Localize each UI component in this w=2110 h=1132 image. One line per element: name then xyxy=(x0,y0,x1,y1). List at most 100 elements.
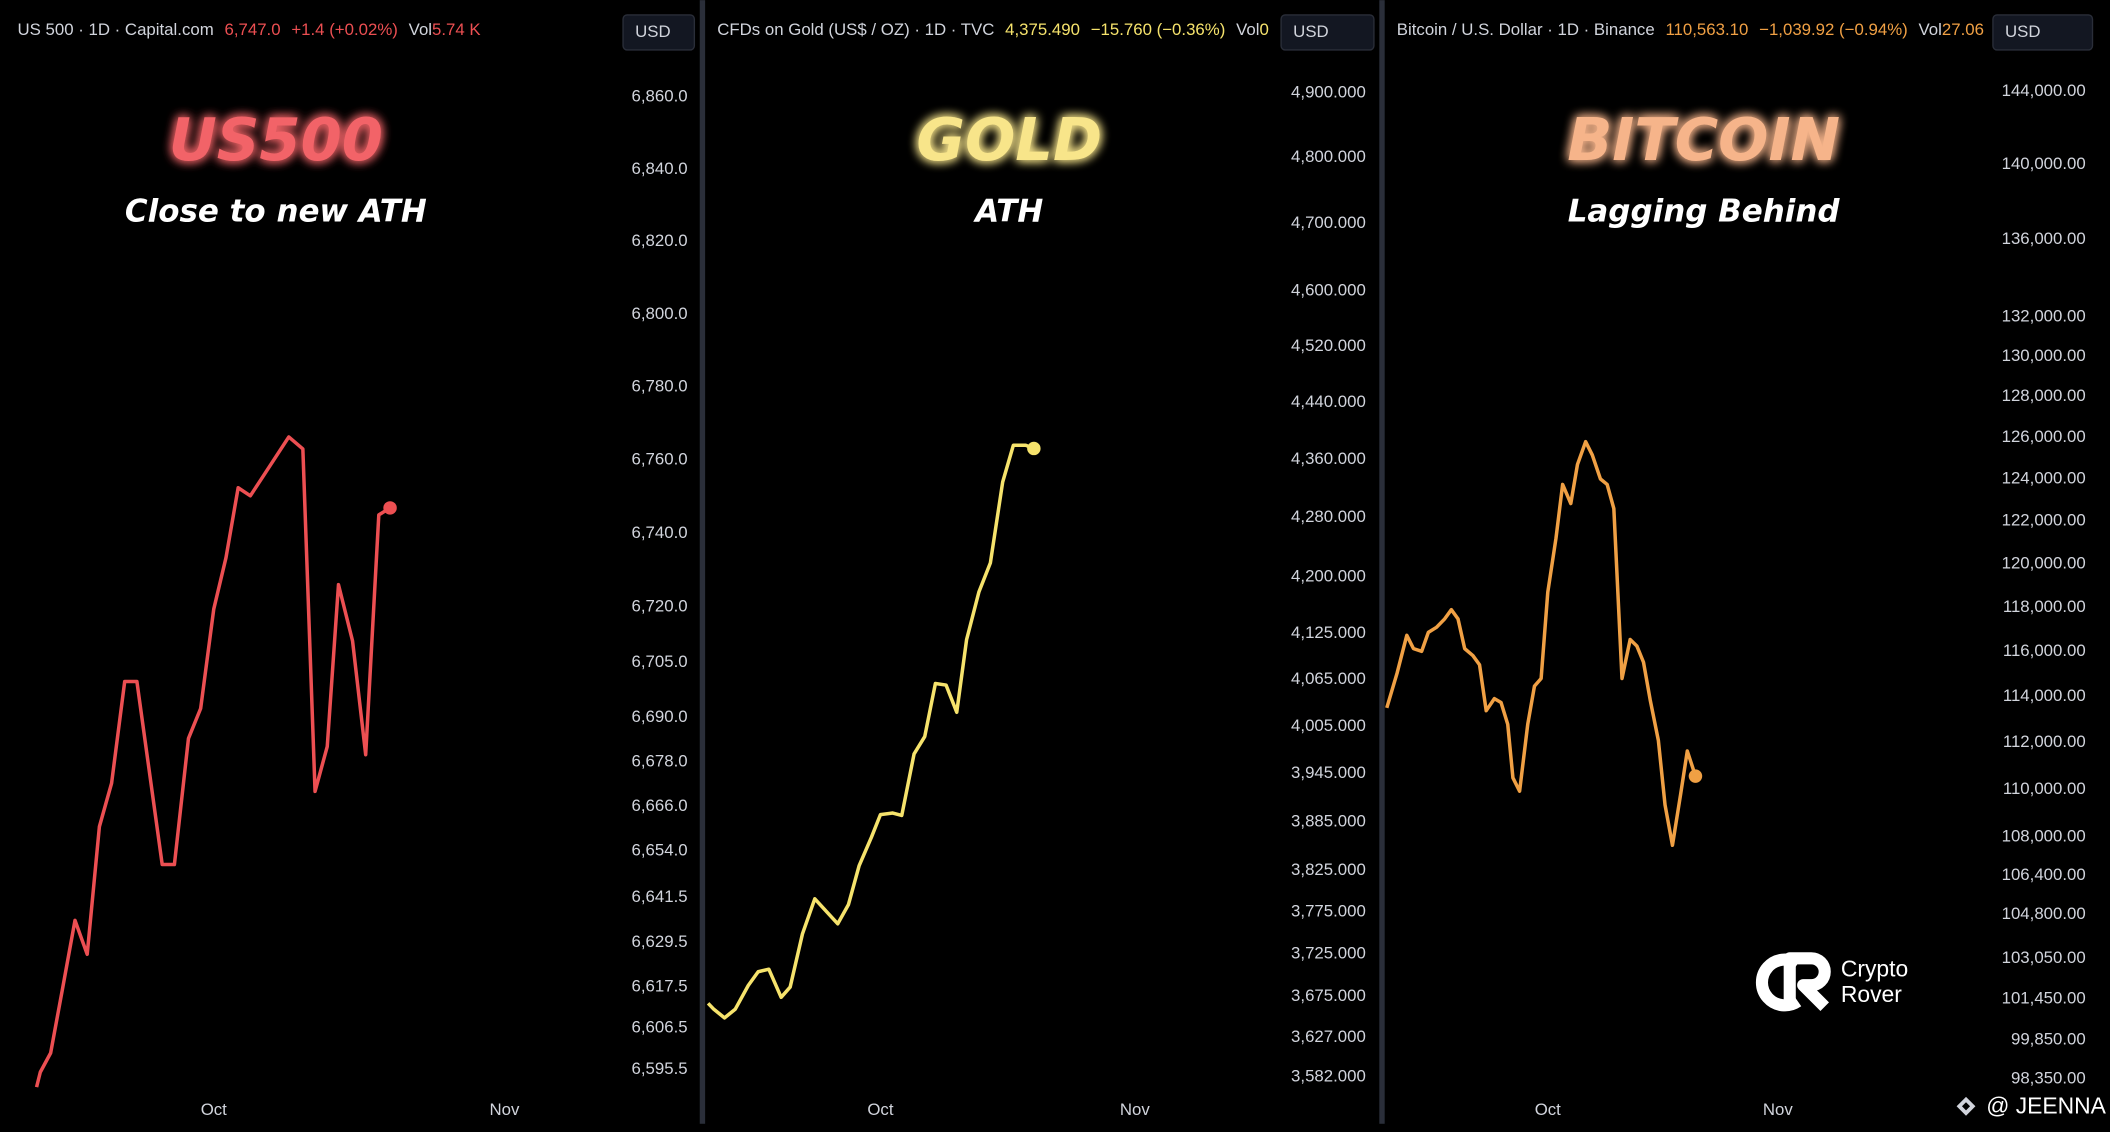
y-tick-label: 110,000.00 xyxy=(2003,779,2086,798)
y-tick-label: 144,000.00 xyxy=(2002,81,2086,100)
y-tick-label: 3,627.000 xyxy=(1291,1027,1366,1046)
currency-label: USD xyxy=(1293,22,1329,41)
y-tick-label: 6,740.0 xyxy=(632,523,688,542)
y-tick-label: 124,000.00 xyxy=(2002,468,2086,487)
y-tick-label: 6,860.0 xyxy=(632,87,688,106)
y-tick-label: 6,617.5 xyxy=(632,977,688,996)
header-change: −1,039.92 (−0.94%) xyxy=(1759,21,1908,40)
price-line xyxy=(34,435,391,1088)
y-tick-label: 6,820.0 xyxy=(632,231,688,250)
y-tick-label: 4,600.000 xyxy=(1291,281,1366,300)
y-tick-label: 3,775.000 xyxy=(1291,902,1366,921)
y-tick-label: 3,945.000 xyxy=(1291,763,1366,782)
y-tick-label: 3,675.000 xyxy=(1291,986,1366,1005)
price-line xyxy=(1385,439,1698,848)
price-line xyxy=(706,443,1035,1020)
logo-r xyxy=(1783,952,1831,1011)
y-tick-label: 6,690.0 xyxy=(632,707,688,726)
y-tick-label: 6,800.0 xyxy=(632,304,688,323)
y-tick-label: 118,000.00 xyxy=(2003,597,2086,616)
symbol-header: Bitcoin / U.S. Dollar · 1D · Binance 110,… xyxy=(1397,21,1984,40)
y-tick-label: 103,050.00 xyxy=(2002,948,2086,967)
y-tick-label: 128,000.00 xyxy=(2002,386,2086,405)
y-tick-label: 6,840.0 xyxy=(632,159,688,178)
y-tick-label: 3,582.000 xyxy=(1291,1066,1366,1085)
header-volume-label: Vol xyxy=(1919,21,1942,40)
y-tick-label: 132,000.00 xyxy=(2002,306,2086,325)
chart-title: US500 xyxy=(169,105,383,174)
y-tick-label: 4,005.000 xyxy=(1291,716,1366,735)
chart-panel: Bitcoin / U.S. Dollar · 1D · Binance 110,… xyxy=(1385,14,2094,1119)
y-tick-label: 130,000.00 xyxy=(2002,346,2086,365)
y-tick-label: 114,000.00 xyxy=(2003,686,2086,705)
header-volume-label: Vol xyxy=(1236,21,1259,40)
chart-title: GOLD xyxy=(916,105,1102,174)
y-tick-label: 4,700.000 xyxy=(1291,213,1366,232)
chart-subtitle: Lagging Behind xyxy=(1568,193,1841,229)
author-handle: @ JEENNA xyxy=(1986,1093,2106,1119)
y-tick-label: 101,450.00 xyxy=(2002,988,2086,1007)
y-tick-label: 6,595.5 xyxy=(632,1059,688,1078)
brand-text: Rover xyxy=(1841,981,1902,1007)
x-tick-label: Oct xyxy=(201,1100,227,1119)
y-tick-label: 99,850.00 xyxy=(2011,1030,2086,1049)
x-tick-label: Oct xyxy=(1535,1100,1561,1119)
y-tick-label: 106,400.00 xyxy=(2002,865,2086,884)
header-change: −15.760 (−0.36%) xyxy=(1091,21,1226,40)
y-tick-label: 6,641.5 xyxy=(632,887,688,906)
chart-subtitle: Close to new ATH xyxy=(125,193,427,229)
y-tick-label: 4,280.000 xyxy=(1291,507,1366,526)
y-tick-label: 126,000.00 xyxy=(2002,427,2086,446)
y-tick-label: 4,440.000 xyxy=(1291,392,1366,411)
currency-button[interactable] xyxy=(1992,14,2094,51)
chart-panel: CFDs on Gold (US$ / OZ) · 1D · TVC 4,375.… xyxy=(706,14,1375,1119)
brand-logo: Crypto Rover xyxy=(1755,952,1908,1012)
currency-button[interactable] xyxy=(622,14,696,51)
y-tick-label: 6,654.0 xyxy=(632,841,688,860)
y-tick-label: 120,000.00 xyxy=(2002,553,2086,572)
header-volume: 27.06 xyxy=(1942,21,1984,40)
chart-subtitle: ATH xyxy=(972,193,1043,229)
y-tick-label: 116,000.00 xyxy=(2003,641,2086,660)
y-tick-label: 108,000.00 xyxy=(2002,826,2086,845)
header-volume-label: Vol xyxy=(409,21,432,40)
y-tick-label: 6,666.0 xyxy=(632,796,688,815)
y-tick-label: 6,720.0 xyxy=(632,597,688,616)
y-tick-label: 4,125.000 xyxy=(1291,623,1366,642)
y-tick-label: 3,825.000 xyxy=(1291,860,1366,879)
header-volume: 5.74 K xyxy=(432,21,481,40)
last-price-dot xyxy=(1027,441,1041,456)
y-tick-label: 4,065.000 xyxy=(1291,669,1366,688)
y-tick-label: 98,350.00 xyxy=(2011,1069,2086,1088)
handle-icon xyxy=(1956,1096,1976,1116)
symbol-header: US 500 · 1D · Capital.com 6,747.0 +1.4 (+0… xyxy=(17,21,481,40)
divider xyxy=(699,0,706,1124)
header-price: 110,563.10 xyxy=(1665,21,1748,40)
header-volume: 0 xyxy=(1259,21,1268,40)
chart-title: BITCOIN xyxy=(1567,105,1840,174)
last-price-dot xyxy=(1688,769,1703,783)
y-tick-label: 6,678.0 xyxy=(632,752,688,771)
y-tick-label: 4,200.000 xyxy=(1291,566,1366,585)
divider xyxy=(1379,0,1385,1124)
currency-button[interactable] xyxy=(1280,14,1375,51)
y-tick-label: 6,760.0 xyxy=(632,450,688,469)
y-tick-label: 4,520.000 xyxy=(1291,336,1366,355)
last-price-dot xyxy=(383,501,397,515)
y-tick-label: 122,000.00 xyxy=(2002,511,2086,530)
chart-panel: US 500 · 1D · Capital.com 6,747.0 +1.4 (+0… xyxy=(17,14,696,1119)
x-tick-label: Oct xyxy=(867,1100,893,1119)
y-tick-label: 4,900.000 xyxy=(1291,82,1366,101)
y-tick-label: 4,360.000 xyxy=(1291,449,1366,468)
y-tick-label: 104,800.00 xyxy=(2002,904,2086,923)
header-price: 4,375.490 xyxy=(1005,21,1080,40)
y-tick-label: 112,000.00 xyxy=(2003,732,2086,751)
brand-text: Crypto xyxy=(1841,955,1908,981)
header-symbol: US 500 · 1D · Capital.com xyxy=(17,21,213,40)
x-tick-label: Nov xyxy=(1120,1100,1150,1119)
y-tick-label: 6,629.5 xyxy=(632,932,688,951)
symbol-header: CFDs on Gold (US$ / OZ) · 1D · TVC 4,375.… xyxy=(717,21,1269,40)
header-symbol: Bitcoin / U.S. Dollar · 1D · Binance xyxy=(1397,21,1655,40)
